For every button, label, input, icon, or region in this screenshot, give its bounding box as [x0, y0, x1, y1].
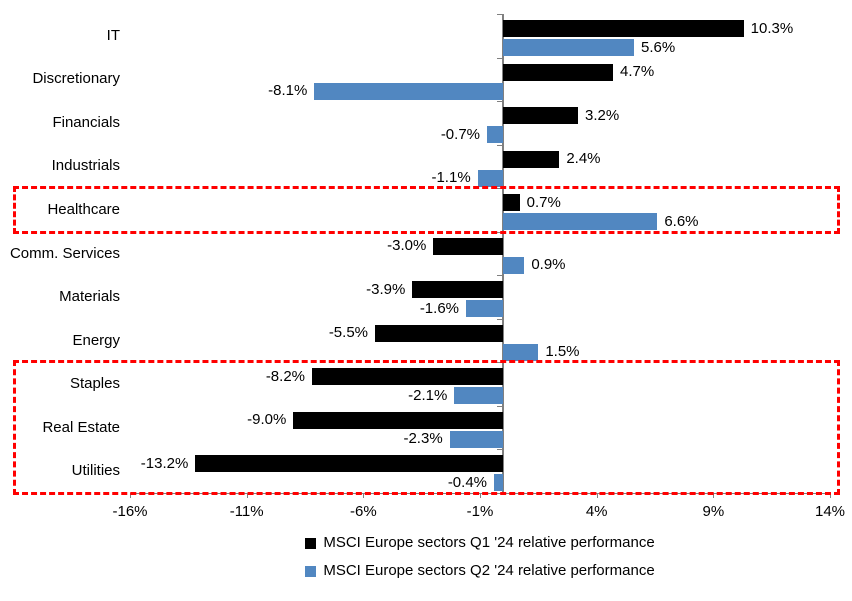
value-label-q2-comm-services: 0.9%	[531, 256, 566, 274]
bar-q2-materials	[466, 300, 504, 318]
value-label-q1-utilities: -13.2%	[140, 454, 189, 472]
bar-q2-energy	[503, 343, 539, 361]
bar-q2-healthcare	[503, 213, 658, 231]
bar-q1-utilities	[195, 455, 504, 473]
value-label-q2-financials: -0.7%	[440, 125, 480, 143]
x-axis-tick-14	[830, 493, 831, 498]
category-label-materials: Materials	[59, 288, 120, 306]
bar-q1-discretionary	[503, 63, 613, 81]
value-label-q2-discretionary: -8.1%	[268, 82, 308, 100]
category-label-industrials: Industrials	[51, 157, 120, 175]
y-axis-tick	[497, 144, 504, 146]
value-label-q1-energy: -5.5%	[328, 324, 368, 342]
x-axis-label-4: 4%	[585, 503, 608, 520]
value-label-q2-energy: 1.5%	[545, 343, 580, 361]
value-label-q1-materials: -3.9%	[366, 280, 406, 298]
bar-q1-healthcare	[503, 194, 520, 212]
category-label-real-estate: Real Estate	[42, 418, 120, 436]
bar-q2-comm-services	[503, 256, 525, 274]
bar-q2-staples	[454, 387, 504, 405]
x-axis-tick-9	[713, 493, 715, 498]
bar-q1-materials	[412, 281, 504, 299]
y-axis-tick	[497, 14, 504, 15]
bar-q1-energy	[375, 324, 504, 342]
y-axis-tick	[497, 318, 504, 320]
y-axis-tick	[497, 493, 504, 494]
x-axis-label-11: -11%	[229, 503, 264, 520]
bar-q2-real-estate	[449, 430, 504, 448]
bar-q1-financials	[503, 107, 578, 125]
legend-swatch-q1-icon	[305, 537, 317, 549]
bar-q2-industrials	[477, 169, 504, 187]
value-label-q1-real-estate: -9.0%	[247, 411, 287, 429]
x-axis-tick-16	[130, 493, 131, 498]
x-axis-tick-6	[363, 493, 365, 498]
x-axis-label-16: -16%	[112, 503, 148, 520]
legend-label-q2: MSCI Europe sectors Q2 '24 relative perf…	[323, 562, 655, 579]
value-label-q2-industrials: -1.1%	[431, 169, 471, 187]
x-axis-tick-1	[480, 493, 481, 498]
category-label-discretionary: Discretionary	[32, 70, 120, 88]
bar-q1-staples	[312, 368, 504, 386]
bar-q1-it	[503, 20, 744, 37]
category-label-it: IT	[106, 26, 120, 44]
value-label-q2-staples: -2.1%	[408, 386, 448, 404]
bar-q2-utilities	[494, 474, 504, 492]
category-label-financials: Financials	[52, 113, 120, 131]
y-axis-tick	[497, 57, 504, 59]
highlight-box-healthcare	[13, 186, 840, 234]
value-label-q2-materials: -1.6%	[419, 299, 459, 317]
category-label-comm-services: Comm. Services	[9, 244, 120, 262]
category-label-energy: Energy	[72, 331, 120, 349]
legend-item-q1: MSCI Europe sectors Q1 '24 relative perf…	[305, 533, 655, 553]
y-axis-tick	[497, 362, 504, 364]
value-label-q1-financials: 3.2%	[585, 106, 620, 124]
value-label-q2-healthcare: 6.6%	[664, 212, 699, 230]
bar-q2-financials	[487, 126, 504, 144]
value-label-q1-industrials: 2.4%	[566, 150, 601, 168]
y-axis-tick	[497, 231, 504, 233]
y-axis-tick	[497, 405, 504, 407]
x-axis-tick-4	[596, 493, 598, 498]
y-axis-tick	[497, 101, 504, 103]
value-label-q1-staples: -8.2%	[265, 367, 305, 385]
legend: MSCI Europe sectors Q1 '24 relative perf…	[130, 533, 830, 581]
bar-q2-it	[503, 39, 634, 56]
value-label-q2-it: 5.6%	[641, 38, 676, 56]
value-label-q2-utilities: -0.4%	[447, 473, 487, 491]
value-label-q1-discretionary: 4.7%	[620, 63, 655, 81]
value-label-q1-it: 10.3%	[750, 19, 794, 37]
bar-q1-real-estate	[293, 411, 504, 429]
category-label-staples: Staples	[69, 375, 120, 393]
x-axis-tick-11	[246, 493, 248, 498]
value-label-q1-comm-services: -3.0%	[387, 237, 427, 255]
legend-swatch-q2-icon	[305, 565, 317, 577]
y-axis-tick	[497, 275, 504, 277]
legend-label-q1: MSCI Europe sectors Q1 '24 relative perf…	[323, 534, 655, 551]
bar-q1-industrials	[503, 150, 560, 168]
legend-item-q2: MSCI Europe sectors Q2 '24 relative perf…	[305, 561, 655, 581]
x-axis-label-9: 9%	[702, 503, 725, 520]
category-label-utilities: Utilities	[71, 462, 120, 480]
y-axis-tick	[497, 449, 504, 451]
bar-q1-comm-services	[433, 237, 504, 255]
x-axis-label-1: -1%	[466, 503, 494, 520]
x-axis-label-6: -6%	[349, 503, 377, 520]
bar-q2-discretionary	[314, 82, 504, 100]
y-axis-tick	[497, 188, 504, 190]
category-label-healthcare: Healthcare	[47, 200, 120, 218]
y-axis-line	[502, 14, 505, 493]
value-label-q1-healthcare: 0.7%	[526, 193, 561, 211]
value-label-q2-real-estate: -2.3%	[403, 430, 443, 448]
x-axis-label-14: 14%	[814, 503, 846, 520]
